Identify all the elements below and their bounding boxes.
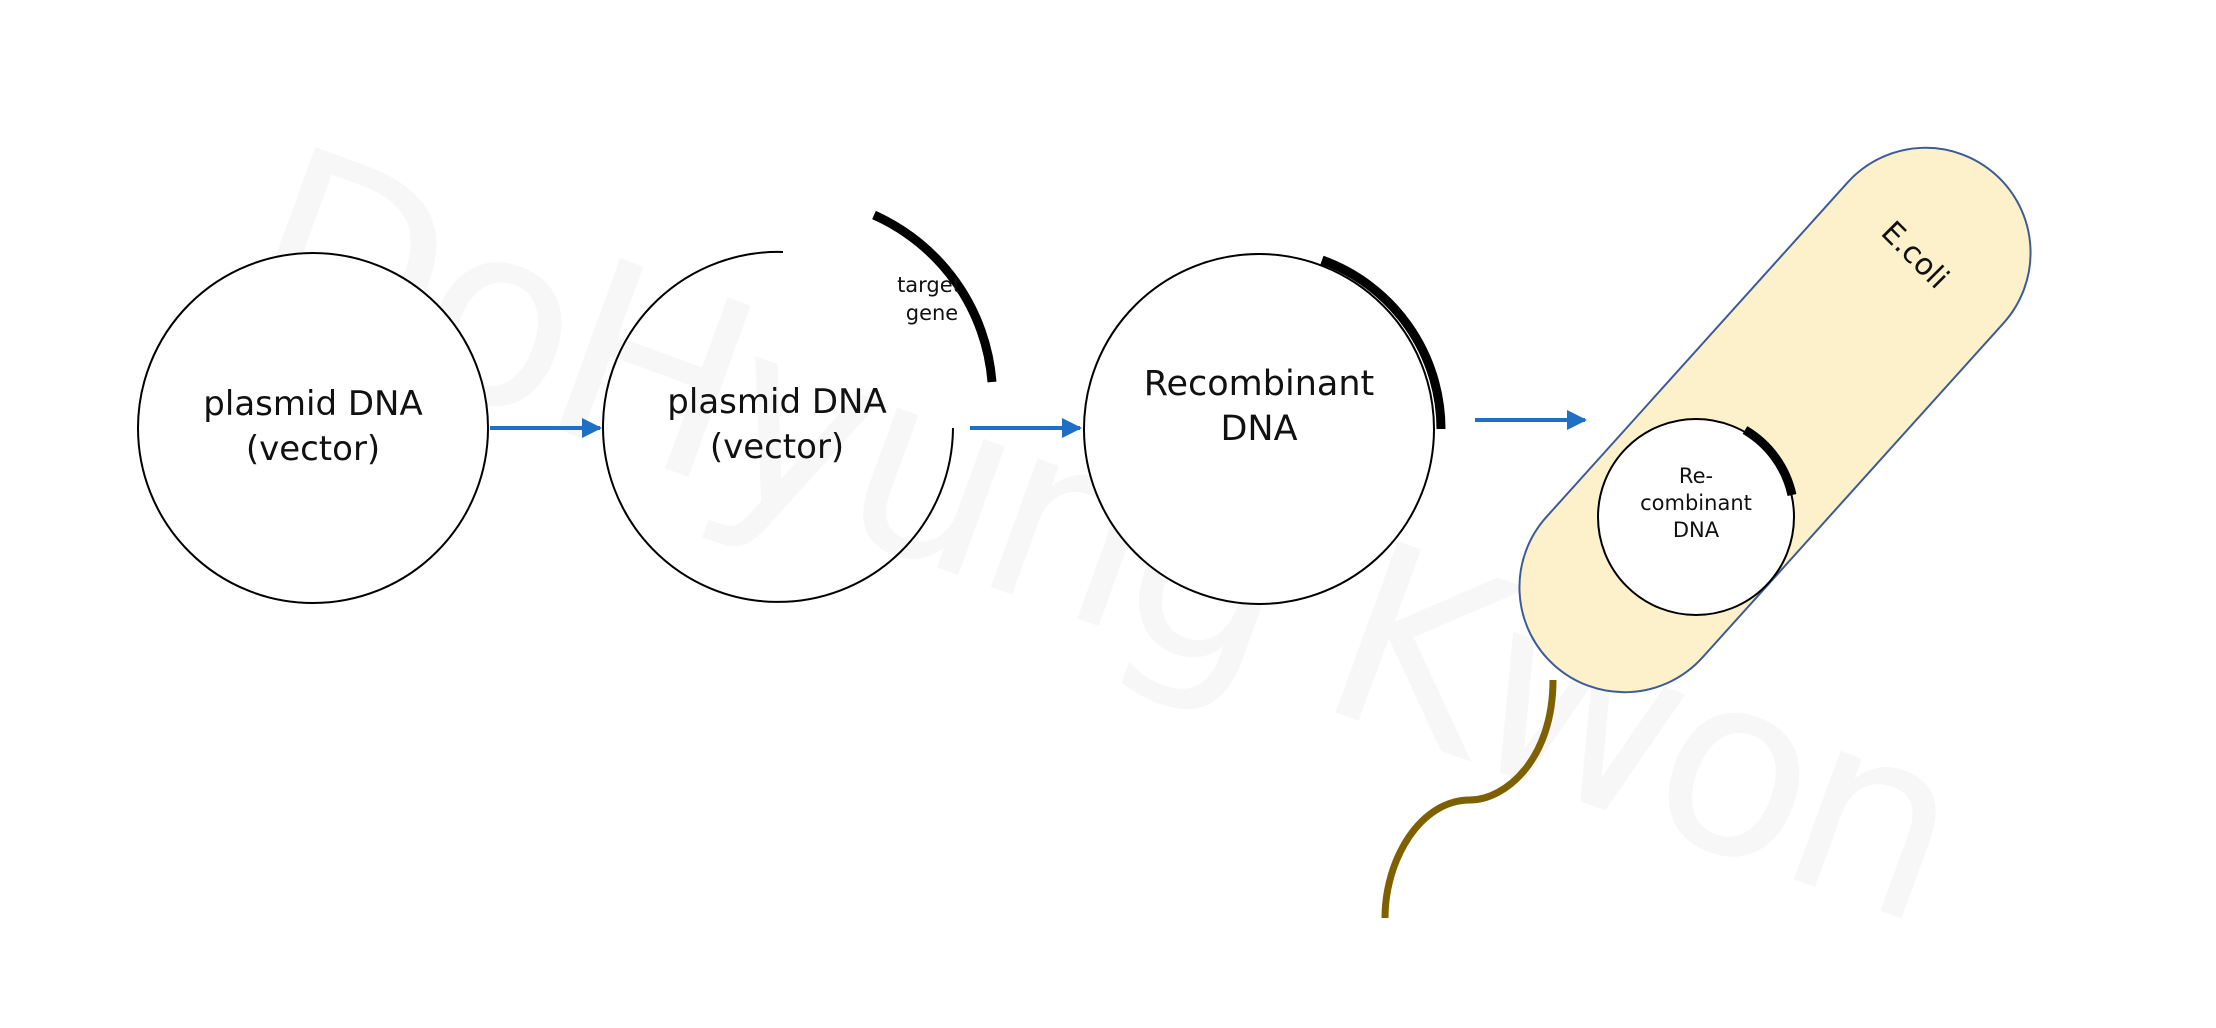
inner-recombinant-circle <box>1597 418 1795 616</box>
step3-label-line2: DNA <box>1220 409 1297 449</box>
inner-label-line1: Re- <box>1679 464 1713 488</box>
plasmid-circle <box>137 252 489 604</box>
step1-label-line1: plasmid DNA <box>203 384 422 424</box>
plasmid-vector-step2: plasmid DNA (vector) target gene <box>602 210 997 603</box>
step2-label-line2: (vector) <box>710 427 844 467</box>
plasmid-vector-step1: plasmid DNA (vector) <box>137 252 489 604</box>
step2-label-line1: plasmid DNA <box>667 382 886 422</box>
target-gene-segment <box>872 210 997 383</box>
step1-label-line2: (vector) <box>246 429 380 469</box>
target-gene-label-line1: target <box>897 273 961 297</box>
recombinant-dna-step3: Recombinant DNA <box>1083 253 1446 605</box>
step3-label-line1: Recombinant <box>1144 364 1375 404</box>
flagellum <box>1381 679 1557 919</box>
opened-plasmid-arc <box>602 250 954 603</box>
inserted-gene-segment <box>1320 255 1446 430</box>
inner-gene-segment <box>1742 426 1797 497</box>
ecoli-cell: E.coli Re- combinant DNA <box>1381 146 2032 919</box>
recombinant-circle <box>1083 253 1435 605</box>
inner-label-line3: DNA <box>1673 518 1720 542</box>
target-gene-label-line2: gene <box>906 301 958 325</box>
inner-label-line2: combinant <box>1640 491 1752 515</box>
